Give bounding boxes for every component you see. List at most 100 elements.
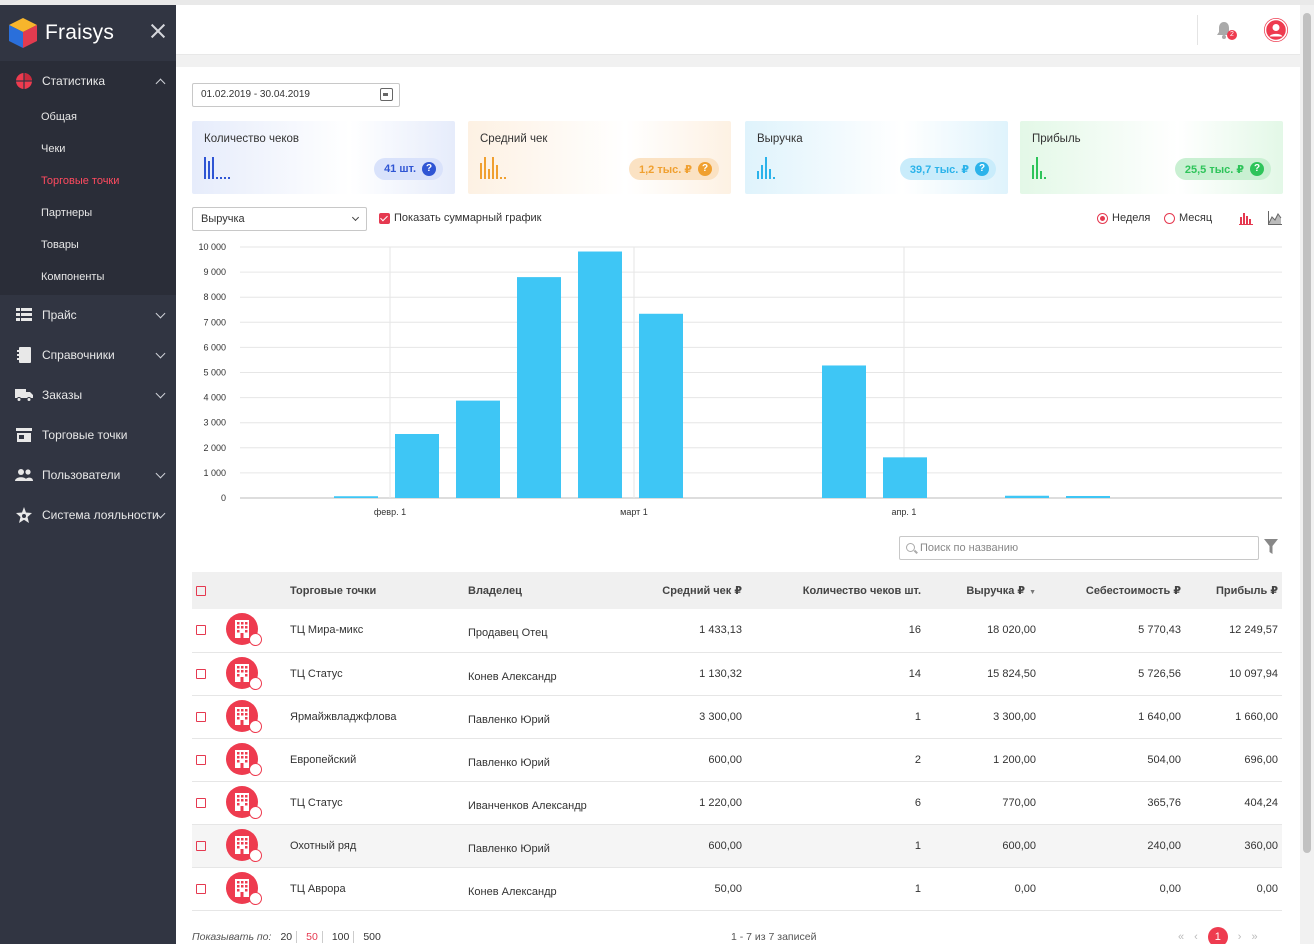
col-revenue[interactable]: Выручка ₽ ▼ bbox=[925, 572, 1040, 609]
kpi-value: 41 шт. bbox=[384, 163, 416, 175]
cost-cell: 365,76 bbox=[1040, 781, 1185, 825]
chevron-down-icon bbox=[155, 388, 166, 399]
page-size-option[interactable]: 100 bbox=[328, 931, 355, 943]
kpi-value-pill: 41 шт.? bbox=[374, 158, 443, 180]
page-size-option[interactable]: 50 bbox=[302, 931, 323, 943]
check-count-cell: 16 bbox=[746, 609, 925, 653]
row-checkbox[interactable] bbox=[196, 883, 206, 894]
table-row[interactable]: ТЦ Статус Конев Александр 1 130,32 14 15 824… bbox=[192, 652, 1282, 696]
col-store[interactable]: Торговые точки bbox=[286, 572, 464, 609]
avg-check-cell: 1 433,13 bbox=[606, 609, 746, 653]
store-name-cell[interactable]: ТЦ Статус bbox=[286, 652, 464, 696]
date-range-input[interactable]: 01.02.2019 - 30.04.2019 bbox=[192, 83, 400, 107]
kpi-card: Количество чеков 41 шт.? bbox=[192, 121, 455, 194]
user-avatar[interactable] bbox=[1264, 18, 1288, 42]
page-size-option[interactable]: 20 bbox=[276, 931, 298, 943]
logo-cube-icon bbox=[9, 18, 37, 48]
store-name-cell[interactable]: Ярмайжвладжфлова bbox=[286, 695, 464, 739]
chart-bar bbox=[639, 313, 683, 498]
select-all-checkbox[interactable] bbox=[196, 585, 206, 596]
bar-chart-type-icon[interactable] bbox=[1239, 211, 1253, 225]
chevron-down-icon bbox=[155, 468, 166, 479]
metric-select[interactable]: Выручка bbox=[192, 207, 367, 231]
radio-on-icon[interactable] bbox=[1097, 212, 1108, 224]
nav-item-statistics[interactable]: Статистика bbox=[0, 61, 176, 101]
show-total-checkbox[interactable]: Показать суммарный график bbox=[379, 212, 542, 224]
table-row[interactable]: Европейский Павленко Юрий 600,00 2 1 200,00 5… bbox=[192, 738, 1282, 782]
prev-page-icon[interactable]: ‹ bbox=[1194, 931, 1198, 943]
brand[interactable]: Fraisys bbox=[0, 5, 176, 61]
help-icon[interactable]: ? bbox=[422, 162, 436, 176]
col-owner[interactable]: Владелец bbox=[464, 572, 606, 609]
row-checkbox[interactable] bbox=[196, 711, 206, 722]
col-cost[interactable]: Себестоимость ₽ bbox=[1040, 572, 1185, 609]
y-tick-label: 8 000 bbox=[203, 292, 226, 302]
area-chart-type-icon[interactable] bbox=[1268, 211, 1282, 225]
kpi-value-pill: 1,2 тыс. ₽? bbox=[628, 158, 719, 180]
submenu-item[interactable]: Товары bbox=[41, 239, 79, 251]
table-row[interactable]: Ярмайжвладжфлова Павленко Юрий 3 300,00 1 3 … bbox=[192, 695, 1282, 739]
table-row[interactable]: ТЦ Аврора Конев Александр 50,00 1 0,00 0,00 0,… bbox=[192, 867, 1282, 911]
revenue-cell: 3 300,00 bbox=[925, 695, 1040, 739]
period-month-radio[interactable]: Месяц bbox=[1164, 212, 1212, 224]
col-check-count[interactable]: Количество чеков шт. bbox=[746, 572, 925, 609]
table-row[interactable]: ТЦ Статус Иванченков Александр 1 220,00 6 77… bbox=[192, 781, 1282, 825]
nav-item[interactable]: Прайс bbox=[0, 295, 176, 335]
page-size-option[interactable]: 500 bbox=[363, 931, 381, 943]
table-row[interactable]: ТЦ Мира-микс Продавец Отец 1 433,13 16 18 02… bbox=[192, 609, 1282, 653]
records-info: 1 - 7 из 7 записей bbox=[731, 931, 817, 943]
row-checkbox[interactable] bbox=[196, 797, 206, 808]
store-name-cell[interactable]: ТЦ Аврора bbox=[286, 867, 464, 911]
store-name-cell[interactable]: ТЦ Статус bbox=[286, 781, 464, 825]
store-name-cell[interactable]: ТЦ Мира-микс bbox=[286, 609, 464, 653]
first-page-icon[interactable]: « bbox=[1178, 931, 1185, 943]
last-page-icon[interactable]: » bbox=[1251, 931, 1258, 943]
filter-icon[interactable] bbox=[1264, 539, 1278, 555]
col-avg-check[interactable]: Средний чек ₽ bbox=[606, 572, 746, 609]
nav-item[interactable]: Заказы bbox=[0, 375, 176, 415]
store-name-cell[interactable]: Европейский bbox=[286, 738, 464, 782]
table-row[interactable]: Охотный ряд Павленко Юрий 600,00 1 600,00 240… bbox=[192, 824, 1282, 868]
next-page-icon[interactable]: › bbox=[1237, 931, 1242, 943]
help-icon[interactable]: ? bbox=[698, 162, 712, 176]
header-separator bbox=[1197, 15, 1198, 45]
scrollbar-thumb[interactable] bbox=[1303, 13, 1311, 853]
current-page[interactable]: 1 bbox=[1207, 927, 1228, 944]
nav-item[interactable]: Система лояльности bbox=[0, 495, 176, 535]
nav-item[interactable]: Пользователи bbox=[0, 455, 176, 495]
y-tick-label: 10 000 bbox=[198, 242, 226, 252]
table-header-row: Торговые точки Владелец Средний чек ₽ Ко… bbox=[192, 572, 1282, 609]
period-week-radio[interactable]: Неделя bbox=[1097, 212, 1150, 224]
search-input[interactable]: Поиск по названию bbox=[899, 536, 1259, 560]
chart-bar bbox=[1005, 495, 1049, 498]
submenu-item[interactable]: Партнеры bbox=[41, 207, 93, 219]
cost-cell: 504,00 bbox=[1040, 738, 1185, 782]
x-tick-label: февр. 1 bbox=[374, 507, 406, 517]
row-checkbox[interactable] bbox=[196, 668, 206, 679]
y-tick-label: 6 000 bbox=[203, 342, 226, 352]
help-icon[interactable]: ? bbox=[1250, 162, 1264, 176]
calendar-icon[interactable] bbox=[380, 88, 393, 101]
row-checkbox[interactable] bbox=[196, 625, 206, 636]
page-scrollbar[interactable] bbox=[1300, 5, 1314, 944]
nav-label-statistics: Статистика bbox=[42, 74, 106, 88]
sort-desc-icon: ▼ bbox=[1029, 589, 1036, 596]
x-tick-label: март 1 bbox=[620, 507, 648, 517]
radio-off-icon[interactable] bbox=[1164, 212, 1175, 224]
checkbox-checked-icon[interactable] bbox=[379, 212, 390, 224]
help-icon[interactable]: ? bbox=[975, 162, 989, 176]
row-checkbox[interactable] bbox=[196, 754, 206, 765]
submenu-item[interactable]: Торговые точки bbox=[41, 175, 120, 187]
row-checkbox[interactable] bbox=[196, 840, 206, 851]
nav-item[interactable]: Справочники bbox=[0, 335, 176, 375]
close-sidebar-icon[interactable] bbox=[150, 23, 166, 39]
check-count-cell: 6 bbox=[746, 781, 925, 825]
nav-item[interactable]: Торговые точки bbox=[0, 415, 176, 455]
submenu-item[interactable]: Общая bbox=[41, 111, 77, 123]
submenu-item[interactable]: Чеки bbox=[41, 143, 66, 155]
col-profit[interactable]: Прибыль ₽ bbox=[1185, 572, 1282, 609]
search-icon bbox=[906, 543, 915, 552]
browser-top-strip bbox=[0, 0, 1314, 5]
store-name-cell[interactable]: Охотный ряд bbox=[286, 824, 464, 868]
submenu-item[interactable]: Компоненты bbox=[41, 271, 105, 283]
